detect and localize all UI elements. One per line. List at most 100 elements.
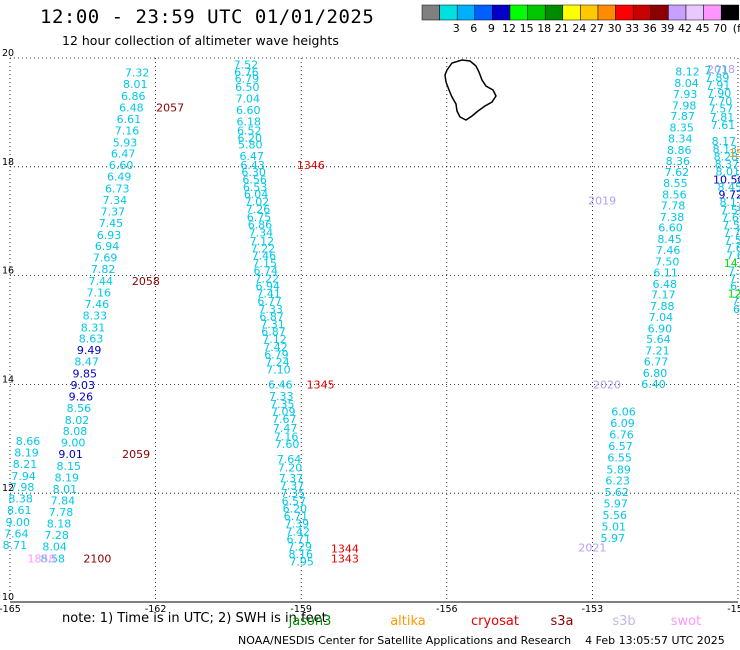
track: 7.526.766.796.507.046.606.186.526.205.80… xyxy=(234,59,314,569)
lat-tick-label: 20 xyxy=(2,48,14,59)
wave-height-value: 7.62 xyxy=(665,166,690,179)
wave-height-value: 5.80 xyxy=(238,138,263,151)
wave-height-value: 7.42 xyxy=(263,341,288,354)
wave-height-value: 9.00 xyxy=(61,437,86,450)
wave-height-value: 7.70 xyxy=(708,95,733,108)
legend-swatch xyxy=(615,4,634,21)
track: 7.717.897.917.907.707.577.817.618.178.13… xyxy=(704,64,740,316)
wave-height-value: 8.33 xyxy=(83,309,108,322)
lon-tick-label: -162 xyxy=(145,604,167,615)
wave-height-value: 8.04 xyxy=(674,77,699,90)
wave-height-value: 9.49 xyxy=(77,344,102,357)
legend-swatch xyxy=(421,4,440,21)
legend-swatch xyxy=(439,4,458,21)
wave-height-value: 7.04 xyxy=(649,311,674,324)
wave-height-value: 7.21 xyxy=(645,345,670,358)
wave-height-value: 6.94 xyxy=(255,280,280,293)
legend-swatch xyxy=(668,4,687,21)
wave-height-value: 6.90 xyxy=(648,322,673,335)
pass-time-label: 1858 xyxy=(28,552,56,565)
satellite-legend: jason3 altika cryosat s3a s3b swot xyxy=(288,614,702,629)
wave-height-value: 6.83 xyxy=(730,280,740,293)
legend-label: 24 xyxy=(572,22,586,35)
wave-height-value: 7.98 xyxy=(10,481,35,494)
wave-height-value: 7.46 xyxy=(656,244,681,257)
wave-height-value: 6.75 xyxy=(247,211,272,224)
legend-label: 42 xyxy=(678,22,692,35)
lat-tick-label: 16 xyxy=(2,266,14,277)
wave-height-value: 7.34 xyxy=(103,194,128,207)
wave-height-value: 8.16 xyxy=(288,548,313,561)
wave-height-value: 10.50 xyxy=(713,173,740,186)
wave-height-value: 9.00 xyxy=(6,516,31,529)
wave-height-value: 7.45 xyxy=(99,217,124,230)
legend-swatch xyxy=(703,4,722,21)
satellite-name: cryosat xyxy=(471,614,519,629)
legend-unit: (ft) xyxy=(733,22,740,35)
legend-label: 3 xyxy=(453,22,460,35)
wave-height-value: 7.82 xyxy=(91,263,116,276)
wave-height-value: 8.17 xyxy=(712,135,737,148)
wave-height-value: 7.32 xyxy=(125,67,150,80)
satellite-name: altika xyxy=(390,614,426,629)
pass-time-label: 1345 xyxy=(307,378,335,391)
pass-time-label: 1344 xyxy=(331,543,359,556)
lon-tick-label: -150 xyxy=(727,604,740,615)
wave-height-value: 8.61 xyxy=(7,504,32,517)
wave-height-value: 9.85 xyxy=(72,368,97,381)
wave-height-value: 8.58 xyxy=(40,552,65,565)
wave-height-value: 7.50 xyxy=(655,255,680,268)
legend-label: 30 xyxy=(608,22,622,35)
wave-height-value: 7.42 xyxy=(286,525,311,538)
wave-height-value: 8.21 xyxy=(13,458,38,471)
wave-height-value: 5.93 xyxy=(113,136,138,149)
wave-height-value: 7.28 xyxy=(44,529,69,542)
wave-height-value: 6.77 xyxy=(257,295,282,308)
wave-height-value: 6.20 xyxy=(238,132,263,145)
map-grid xyxy=(9,57,739,603)
pass-time-label: 2020 xyxy=(593,378,621,391)
wave-height-value: 9.72 xyxy=(718,189,740,202)
lon-tick-label: -156 xyxy=(436,604,458,615)
wave-height-value: 6.60 xyxy=(109,159,134,172)
wave-height-value: 8.45 xyxy=(717,181,740,194)
wave-height-value: 8.47 xyxy=(74,356,99,369)
legend-swatch xyxy=(509,4,528,21)
wave-height-value: 6.43 xyxy=(240,159,265,172)
legend-swatch xyxy=(562,4,581,21)
wave-height-value: 6.94 xyxy=(95,240,120,253)
wave-height-value: 6.79 xyxy=(235,73,260,86)
wave-height-value: 7.15 xyxy=(253,257,278,270)
credit-line: NOAA/NESDIS Center for Satellite Applica… xyxy=(238,634,725,647)
wave-height-value: 7.16 xyxy=(87,286,112,299)
wave-height-value: 6.61 xyxy=(117,113,142,126)
wave-height-value: 6.11 xyxy=(653,266,678,279)
wave-height-value: 8.37 xyxy=(715,158,740,171)
pass-time-label: 1346 xyxy=(297,159,325,172)
wave-height-value: 7.37 xyxy=(101,205,126,218)
wave-height-value: 7.37 xyxy=(279,472,304,485)
wave-height-value: 6.73 xyxy=(105,183,130,196)
legend-swatch xyxy=(544,4,564,21)
lat-tick-label: 14 xyxy=(2,374,14,385)
wave-height-value: 7.88 xyxy=(650,300,675,313)
wave-height-value: 7.16 xyxy=(729,272,740,285)
wave-height-value: 7.78 xyxy=(661,199,686,212)
wave-height-value: 8.19 xyxy=(55,471,80,484)
track: 8.668.198.217.947.988.388.619.007.648.71 xyxy=(3,435,41,552)
wave-height-value: 7.60 xyxy=(275,438,300,451)
wave-height-value: 7.84 xyxy=(51,494,76,507)
wave-height-value: 7.20 xyxy=(278,462,303,475)
wave-height-value: 7.89 xyxy=(705,72,730,85)
wave-height-value: 7.27 xyxy=(728,265,740,278)
wave-height-value: 14.76 xyxy=(724,257,740,270)
wave-height-value: 7.04 xyxy=(236,92,261,105)
lon-tick-label: -153 xyxy=(582,604,604,615)
wave-height-value: 5.97 xyxy=(603,498,628,511)
legend-swatch xyxy=(527,4,546,21)
legend-swatch xyxy=(632,4,652,21)
wave-height-value: 7.94 xyxy=(11,470,36,483)
wave-height-value: 7.12 xyxy=(250,235,275,248)
